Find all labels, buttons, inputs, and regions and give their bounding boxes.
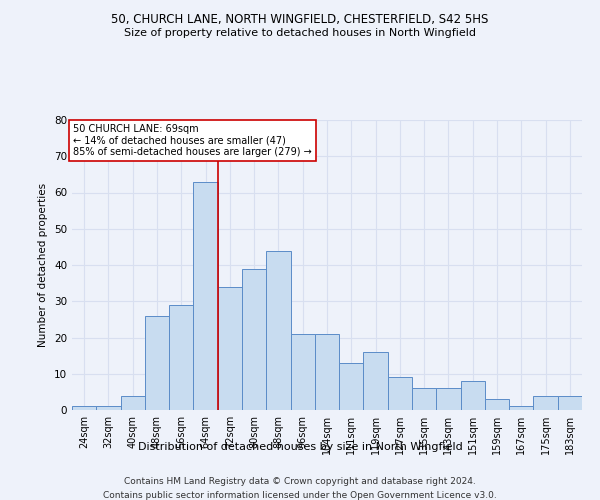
Text: Contains public sector information licensed under the Open Government Licence v3: Contains public sector information licen… — [103, 491, 497, 500]
Y-axis label: Number of detached properties: Number of detached properties — [38, 183, 49, 347]
Bar — [461, 381, 485, 410]
Bar — [290, 334, 315, 410]
Bar — [485, 399, 509, 410]
Text: Distribution of detached houses by size in North Wingfield: Distribution of detached houses by size … — [137, 442, 463, 452]
Bar — [315, 334, 339, 410]
Bar — [218, 287, 242, 410]
Bar — [96, 406, 121, 410]
Bar — [388, 378, 412, 410]
Bar — [145, 316, 169, 410]
Bar — [533, 396, 558, 410]
Bar — [72, 406, 96, 410]
Bar — [412, 388, 436, 410]
Text: Contains HM Land Registry data © Crown copyright and database right 2024.: Contains HM Land Registry data © Crown c… — [124, 478, 476, 486]
Bar — [339, 363, 364, 410]
Bar — [436, 388, 461, 410]
Bar — [364, 352, 388, 410]
Bar — [169, 305, 193, 410]
Text: 50, CHURCH LANE, NORTH WINGFIELD, CHESTERFIELD, S42 5HS: 50, CHURCH LANE, NORTH WINGFIELD, CHESTE… — [112, 12, 488, 26]
Text: Size of property relative to detached houses in North Wingfield: Size of property relative to detached ho… — [124, 28, 476, 38]
Bar — [121, 396, 145, 410]
Bar — [509, 406, 533, 410]
Bar — [266, 250, 290, 410]
Bar — [242, 268, 266, 410]
Bar — [558, 396, 582, 410]
Bar — [193, 182, 218, 410]
Text: 50 CHURCH LANE: 69sqm
← 14% of detached houses are smaller (47)
85% of semi-deta: 50 CHURCH LANE: 69sqm ← 14% of detached … — [73, 124, 312, 157]
